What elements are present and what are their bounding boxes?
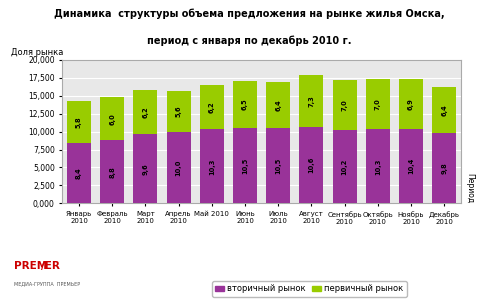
Text: 8,8: 8,8 <box>109 166 115 178</box>
Text: Доля рынка: Доля рынка <box>11 48 63 57</box>
Text: 9,8: 9,8 <box>441 162 447 174</box>
Text: 6,0: 6,0 <box>109 113 115 124</box>
Bar <box>100 97 124 140</box>
Legend: вторичный рынок, первичный рынок: вторичный рынок, первичный рынок <box>212 281 407 297</box>
Text: 6,2: 6,2 <box>209 101 215 113</box>
Bar <box>67 143 91 203</box>
Text: Динамика  структуры объема предложения на рынке жилья Омска,: Динамика структуры объема предложения на… <box>54 9 445 19</box>
Text: 10,5: 10,5 <box>275 158 281 174</box>
Bar <box>67 101 91 143</box>
Bar <box>100 140 124 203</box>
Text: 6,9: 6,9 <box>408 98 414 110</box>
Bar <box>399 129 423 203</box>
Bar <box>200 85 224 129</box>
Text: 6,4: 6,4 <box>275 99 281 111</box>
Text: 10,2: 10,2 <box>342 158 348 175</box>
Bar <box>333 80 357 130</box>
Bar <box>200 129 224 203</box>
Text: 6,2: 6,2 <box>143 106 148 118</box>
Text: 7,0: 7,0 <box>375 98 381 110</box>
Text: 7,0: 7,0 <box>342 99 348 111</box>
Text: 8,4: 8,4 <box>76 167 82 179</box>
Bar <box>366 79 390 129</box>
Bar <box>233 81 257 128</box>
Text: 10,5: 10,5 <box>242 158 248 174</box>
Bar <box>366 129 390 203</box>
Bar <box>333 130 357 203</box>
Text: PREM: PREM <box>14 261 48 271</box>
Text: МЕДИА-ГРУППА  ПРЕМЬЕР: МЕДИА-ГРУППА ПРЕМЬЕР <box>14 282 81 286</box>
Text: период с января по декабрь 2010 г.: период с января по декабрь 2010 г. <box>147 36 352 46</box>
Bar <box>266 82 290 128</box>
Bar <box>399 79 423 129</box>
Text: 10,6: 10,6 <box>308 157 314 173</box>
Text: 5,8: 5,8 <box>76 116 82 128</box>
Text: Период: Период <box>465 173 474 203</box>
Text: 7,3: 7,3 <box>308 95 314 107</box>
Text: 10,3: 10,3 <box>375 158 381 175</box>
Bar <box>167 91 191 132</box>
Text: 6,4: 6,4 <box>441 104 447 116</box>
Text: 6,5: 6,5 <box>242 99 248 110</box>
Text: 10,3: 10,3 <box>209 158 215 175</box>
Bar <box>432 87 456 133</box>
Bar <box>432 133 456 203</box>
Text: /ER: /ER <box>41 261 60 271</box>
Bar <box>300 75 324 127</box>
Text: 9,6: 9,6 <box>143 163 148 175</box>
Bar <box>133 135 157 203</box>
Text: 10,4: 10,4 <box>408 158 414 174</box>
Text: 10,0: 10,0 <box>176 159 181 176</box>
Bar <box>167 132 191 203</box>
Text: 5,6: 5,6 <box>176 106 181 117</box>
Bar <box>233 128 257 203</box>
Bar <box>300 127 324 203</box>
Bar <box>266 128 290 203</box>
Bar <box>133 90 157 135</box>
